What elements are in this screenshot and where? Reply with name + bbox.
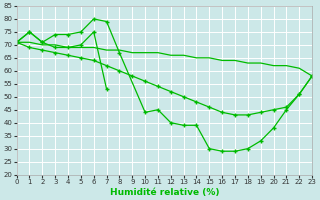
X-axis label: Humidité relative (%): Humidité relative (%) — [110, 188, 219, 197]
